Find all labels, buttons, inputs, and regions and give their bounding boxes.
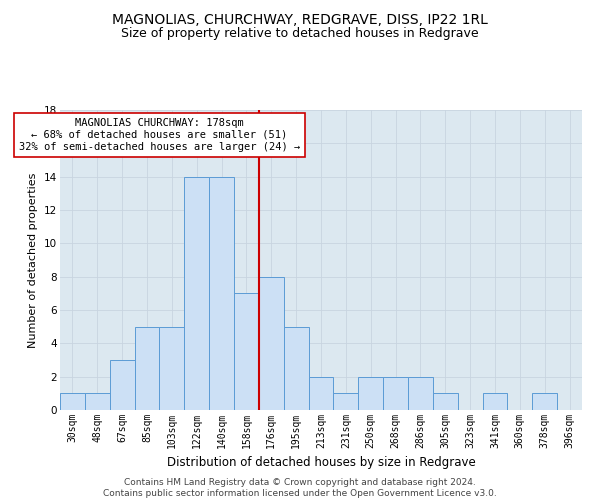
Bar bbox=[234, 294, 259, 410]
Bar bbox=[433, 394, 458, 410]
Bar bbox=[308, 376, 334, 410]
Text: MAGNOLIAS, CHURCHWAY, REDGRAVE, DISS, IP22 1RL: MAGNOLIAS, CHURCHWAY, REDGRAVE, DISS, IP… bbox=[112, 12, 488, 26]
Bar bbox=[482, 394, 508, 410]
Bar bbox=[60, 394, 85, 410]
Text: Size of property relative to detached houses in Redgrave: Size of property relative to detached ho… bbox=[121, 28, 479, 40]
X-axis label: Distribution of detached houses by size in Redgrave: Distribution of detached houses by size … bbox=[167, 456, 475, 469]
Text: Contains HM Land Registry data © Crown copyright and database right 2024.
Contai: Contains HM Land Registry data © Crown c… bbox=[103, 478, 497, 498]
Bar bbox=[259, 276, 284, 410]
Text: MAGNOLIAS CHURCHWAY: 178sqm
← 68% of detached houses are smaller (51)
32% of sem: MAGNOLIAS CHURCHWAY: 178sqm ← 68% of det… bbox=[19, 118, 300, 152]
Bar bbox=[85, 394, 110, 410]
Bar bbox=[358, 376, 383, 410]
Bar bbox=[284, 326, 308, 410]
Y-axis label: Number of detached properties: Number of detached properties bbox=[28, 172, 38, 348]
Bar bbox=[184, 176, 209, 410]
Bar bbox=[532, 394, 557, 410]
Bar bbox=[383, 376, 408, 410]
Bar bbox=[209, 176, 234, 410]
Bar bbox=[110, 360, 134, 410]
Bar bbox=[408, 376, 433, 410]
Bar bbox=[134, 326, 160, 410]
Bar bbox=[160, 326, 184, 410]
Bar bbox=[334, 394, 358, 410]
